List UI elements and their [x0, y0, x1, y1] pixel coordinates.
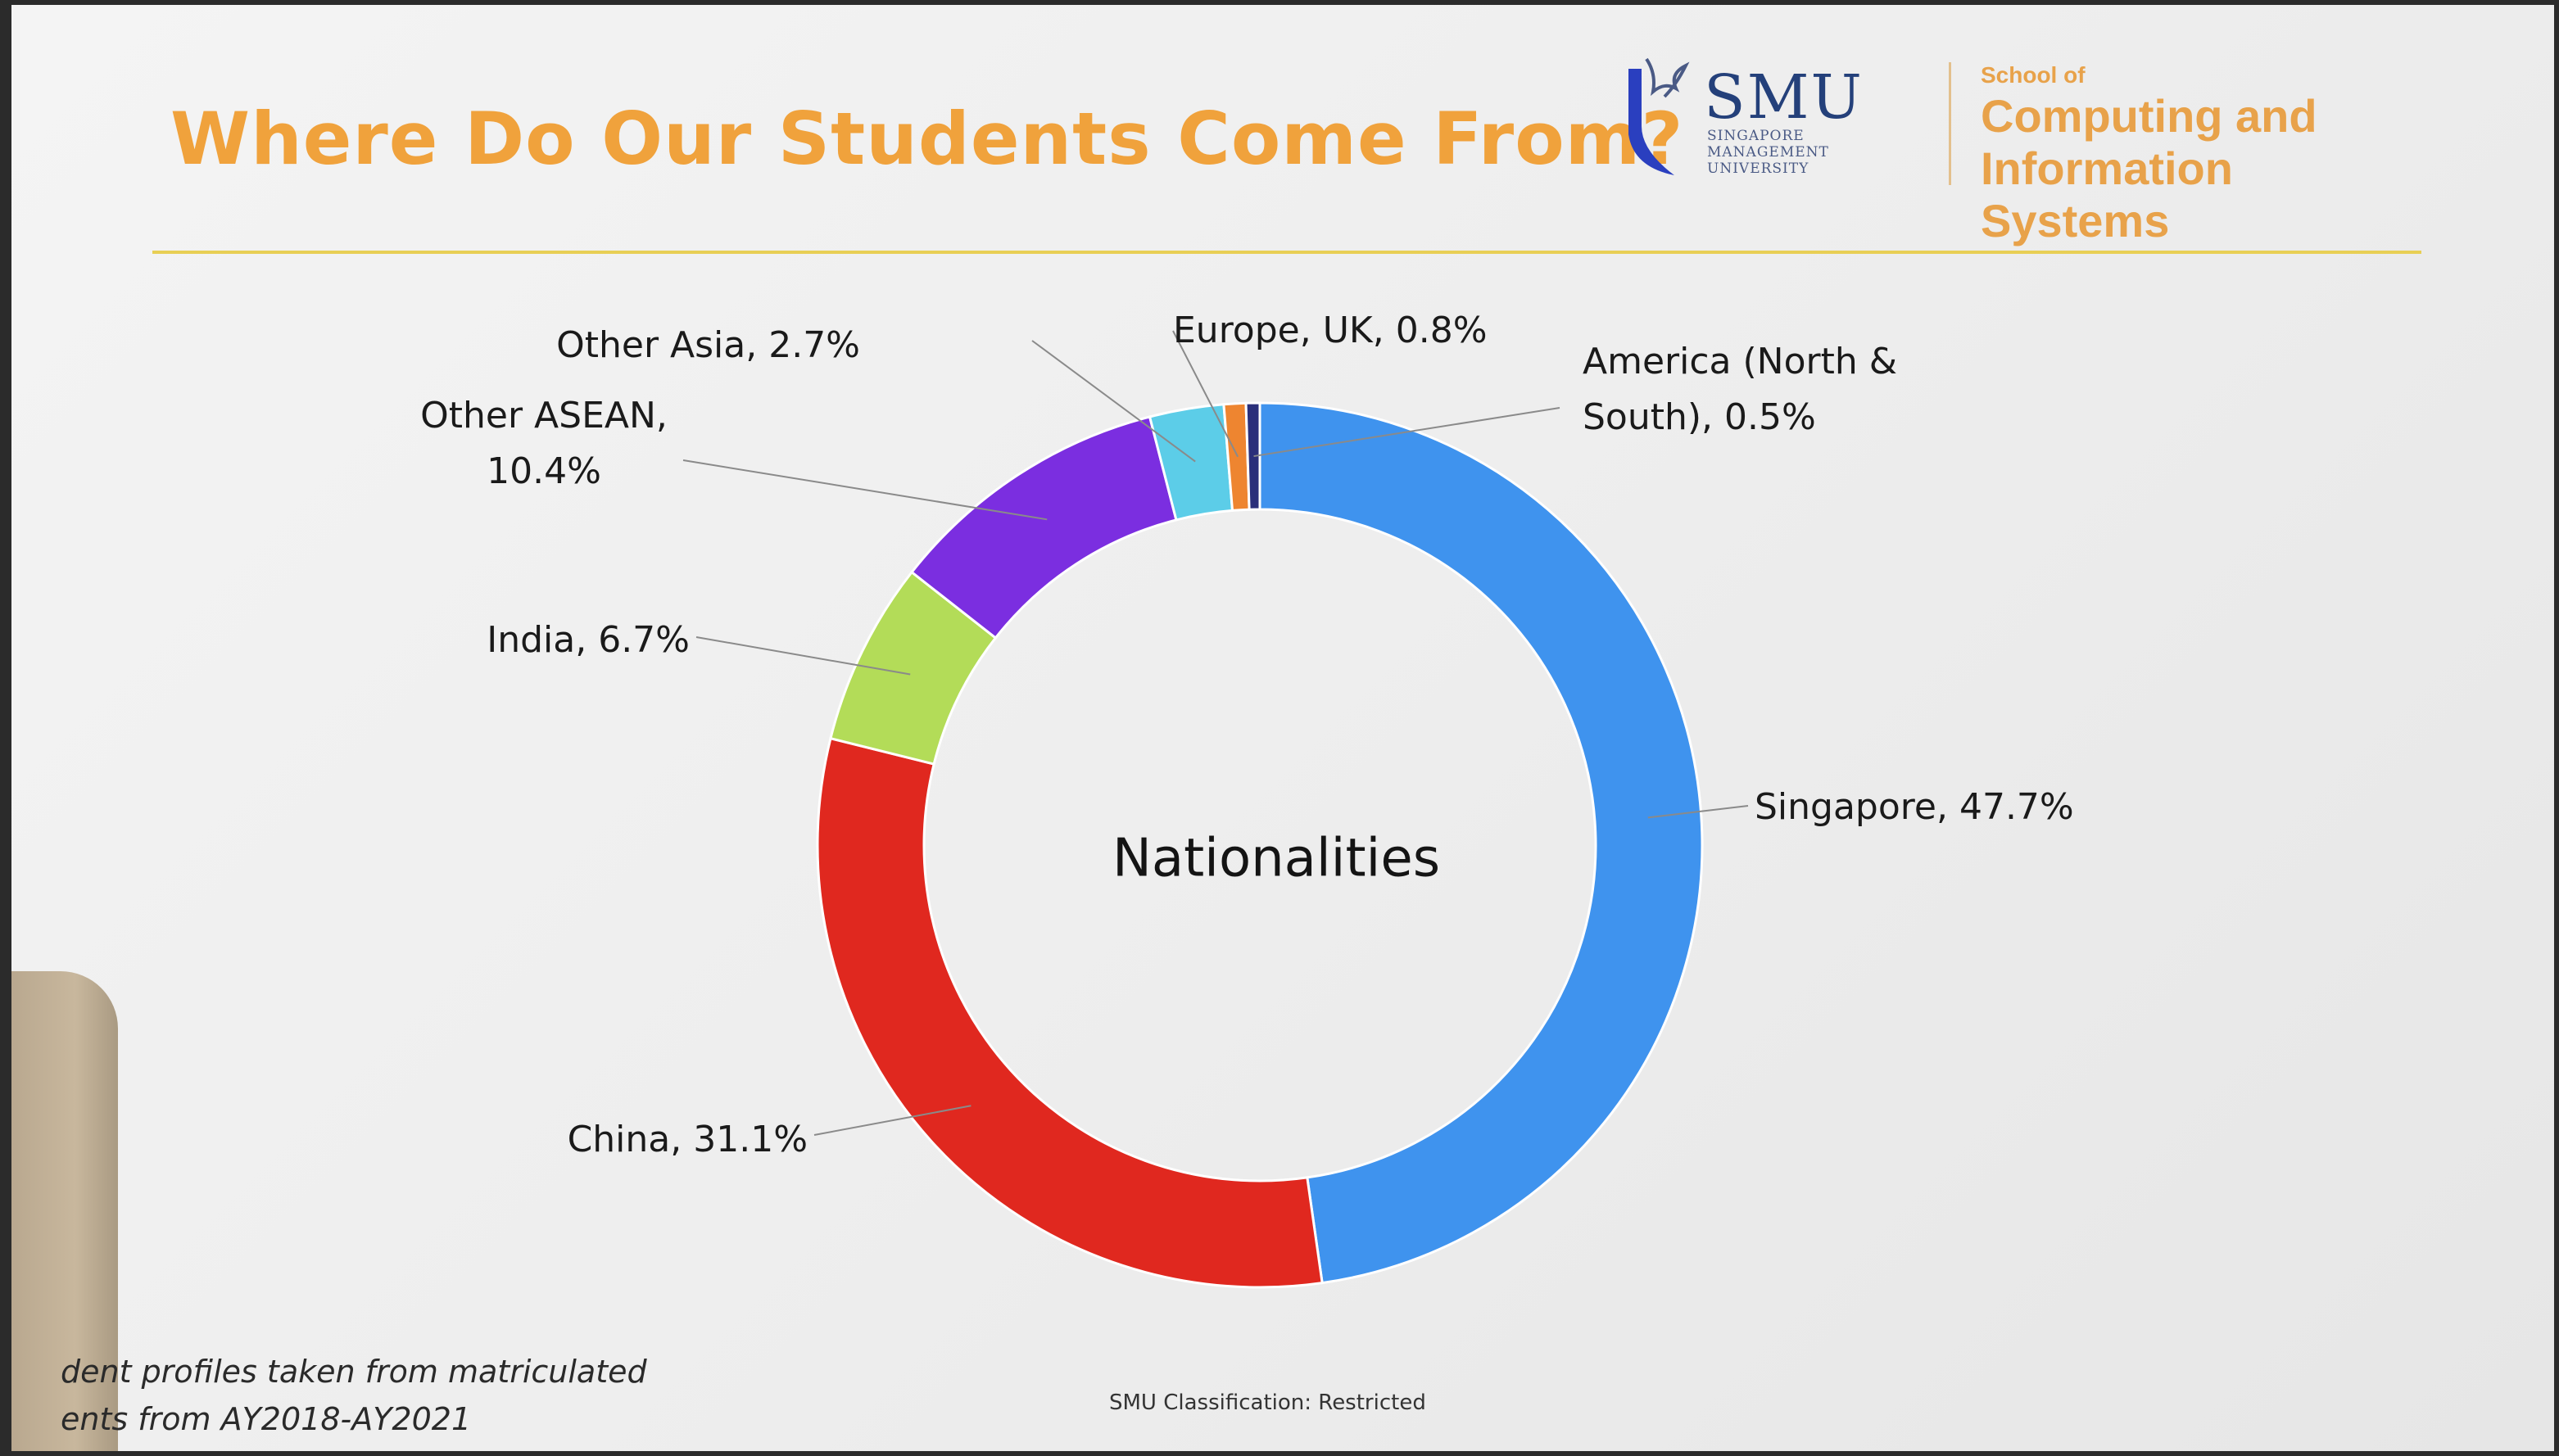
slide: Where Do Our Students Come From? SMU SIN…: [11, 5, 2554, 1451]
slice-label: India, 6.7%: [487, 619, 690, 661]
school-name-line-1: Computing and: [1981, 90, 2317, 142]
slice-other-asean: [909, 415, 1178, 640]
leader-line: [1031, 340, 1196, 463]
presenter-shoulder: [11, 971, 118, 1451]
slice-label: China, 31.1%: [568, 1119, 808, 1160]
donut-slices: [816, 401, 1704, 1289]
slice-label: Other Asia, 2.7%: [556, 324, 860, 366]
slice-label: Singapore, 47.7%: [1755, 786, 2074, 828]
slice-label: South), 0.5%: [1583, 396, 1816, 438]
title-underline: [152, 251, 2421, 254]
school-of-label: School of: [1981, 62, 2086, 88]
school-name-line-2: Information Systems: [1981, 142, 2233, 246]
footnote: dent profiles taken from matriculated en…: [61, 1348, 647, 1443]
slice-label: America (North &: [1583, 341, 1897, 382]
slice-label: Europe, UK, 0.8%: [1173, 310, 1488, 351]
slice-label: 10.4%: [487, 450, 601, 492]
classification-label: SMU Classification: Restricted: [1109, 1390, 1426, 1415]
smu-logo: SMU SINGAPORE MANAGEMENT UNIVERSITY Scho…: [1617, 46, 2403, 246]
leader-line: [813, 1105, 972, 1136]
leader-line: [1172, 330, 1239, 458]
donut-center-title: Nationalities: [1112, 829, 1440, 889]
leader-line: [695, 636, 911, 676]
slice-labels: Singapore, 47.7% China, 31.1% India, 6.7% O…: [420, 310, 2074, 1160]
leader-line: [682, 459, 1048, 521]
slice-singapore: [1258, 401, 1704, 1285]
school-name: Computing and Information Systems: [1981, 90, 2407, 247]
leader-line: [1647, 805, 1749, 819]
logo-divider: [1949, 62, 1951, 185]
footnote-line-1: dent profiles taken from matriculated: [61, 1354, 647, 1390]
university-line-1: SINGAPORE MANAGEMENT: [1707, 128, 1829, 161]
nationalities-donut-chart: Singapore, 47.7% China, 31.1% India, 6.7% O…: [420, 310, 2074, 1289]
smu-wordmark: SMU: [1704, 62, 1864, 133]
slice-china: [816, 736, 1324, 1289]
footnote-line-2: ents from AY2018-AY2021: [61, 1401, 472, 1437]
leader-line: [1253, 407, 1560, 458]
university-name: SINGAPORE MANAGEMENT UNIVERSITY: [1707, 128, 1928, 177]
slide-title: Where Do Our Students Come From?: [170, 97, 1684, 181]
slice-label: Other ASEAN,: [420, 395, 668, 436]
leader-lines: [682, 330, 1749, 1136]
smu-lion-icon: [1628, 57, 1690, 175]
university-line-2: UNIVERSITY: [1707, 161, 1809, 177]
slice-america-north-south: [1244, 401, 1261, 511]
